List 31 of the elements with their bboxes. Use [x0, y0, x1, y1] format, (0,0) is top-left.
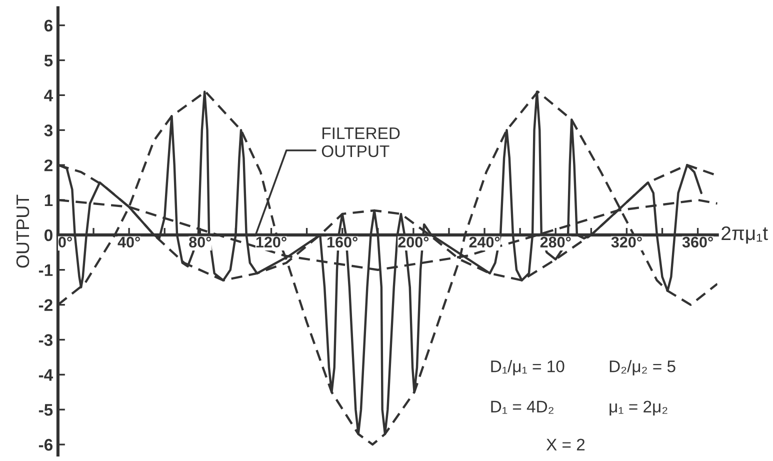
y-tick-label: 1 [44, 194, 53, 206]
annotation: X = 2 [546, 438, 585, 450]
annotation: D₂/μ₂ = 5 [610, 360, 676, 376]
x-tick-label: 280° [540, 236, 571, 248]
x-tick-label: 120° [256, 236, 286, 248]
x-tick-label: 0° [58, 236, 72, 248]
x-tick-label: 80° [189, 236, 212, 248]
y-tick-label: 4 [44, 90, 54, 102]
annotation: D₁ = 4D₂ [491, 400, 554, 414]
y-tick-label: -3 [38, 334, 53, 346]
y-tick-label: -1 [38, 264, 53, 276]
x-tick-label: 160° [328, 236, 358, 248]
y-tick-label: -2 [38, 299, 52, 311]
annotation: FILTERED OUTPUT [322, 128, 400, 158]
y-tick-label: 6 [44, 20, 53, 32]
x-tick-label: 360° [682, 236, 713, 248]
x-axis-title: 2πμ₁t [722, 226, 768, 244]
x-tick-label: 320° [611, 236, 642, 248]
annotation: μ₁ = 2μ₂ [610, 400, 668, 416]
y-tick-label: 2 [44, 159, 52, 172]
y-tick-label: -6 [38, 438, 53, 451]
y-tick-label: 3 [44, 124, 53, 136]
x-tick-label: 200° [398, 236, 429, 248]
y-tick-label: 5 [44, 54, 53, 66]
y-axis-title: OUTPUT [16, 194, 30, 268]
annotation: D₁/μ₁ = 10 [491, 360, 564, 376]
y-tick-label: -5 [38, 404, 53, 416]
y-tick-label: 0 [44, 229, 52, 242]
y-tick-label: -4 [38, 369, 54, 381]
x-tick-label: 240° [469, 236, 500, 248]
x-tick-label: 40° [118, 236, 140, 248]
